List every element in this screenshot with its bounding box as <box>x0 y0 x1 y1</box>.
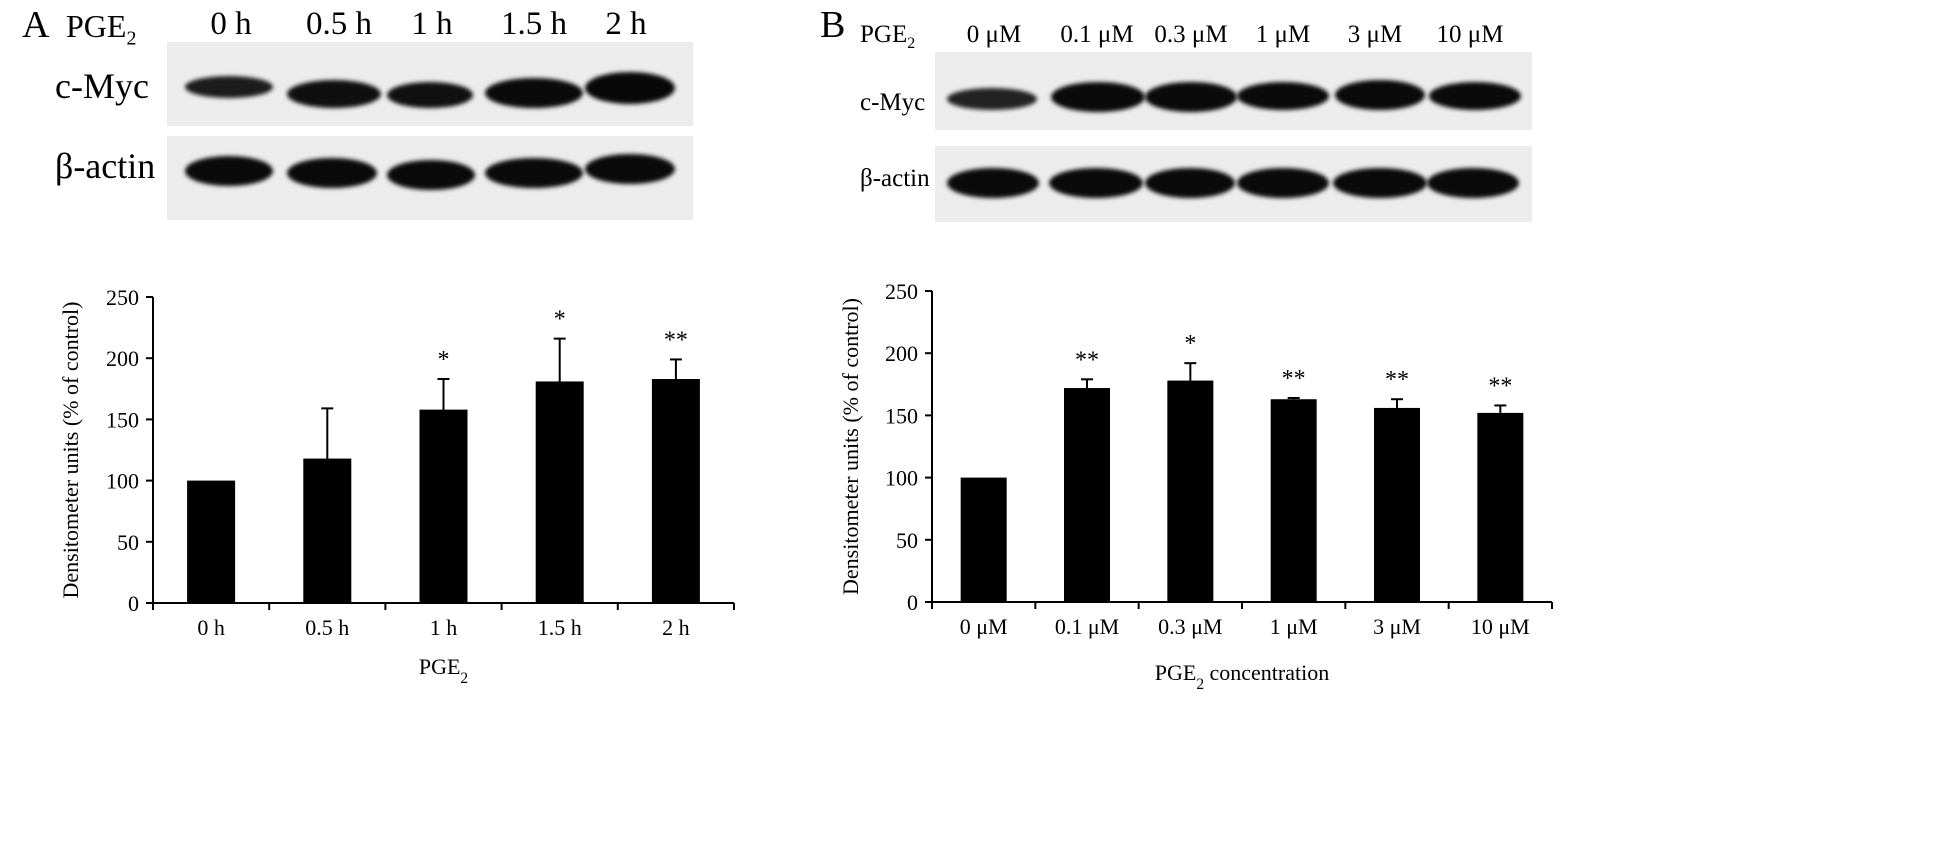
y-tick-label: 100 <box>885 466 918 491</box>
panel-b-lane-label: 3 μM <box>1347 21 1403 48</box>
significance-marker: * <box>1184 331 1196 357</box>
blot-band <box>1145 168 1235 198</box>
y-tick-label: 200 <box>885 341 918 366</box>
blot-band <box>485 78 583 108</box>
panel-b-bar-chart: 0 50 100 150 200 250 0 μM ** 0.1 μM * 0.3 μM ** 1 μM… <box>838 279 1553 693</box>
panel-b-lane-label: 10 μM <box>1436 21 1504 48</box>
panel-a-row-label-actin: β-actin <box>55 146 156 186</box>
significance-marker: * <box>554 307 566 333</box>
blot-band <box>287 80 381 108</box>
blot-band <box>585 154 675 184</box>
x-axis-title: PGE2 concentration <box>1155 660 1330 693</box>
panel-a-row-label-cmyc: c-Myc <box>55 66 149 106</box>
x-tick-label: 0.3 μM <box>1158 614 1222 639</box>
blot-band <box>387 82 473 108</box>
panel-a-lane-label: 0 h <box>210 6 252 42</box>
bar <box>1477 412 1524 602</box>
blot-band <box>585 72 675 104</box>
y-tick-label: 150 <box>106 407 139 432</box>
panel-a-lane-label: 1 h <box>411 6 453 42</box>
x-tick-label: 3 μM <box>1373 614 1421 639</box>
blot-band <box>1333 168 1427 198</box>
blot-band <box>1051 82 1145 112</box>
panel-b-row-label-cmyc: c-Myc <box>860 89 926 116</box>
blot-band <box>1049 168 1143 198</box>
bar <box>960 477 1007 602</box>
y-axis-title: Densitometer units (% of control) <box>838 298 863 595</box>
x-tick-label: 0 h <box>197 615 225 640</box>
panel-b-lane-label: 0.3 μM <box>1154 21 1228 48</box>
panel-b-letter: B <box>820 4 846 46</box>
bar <box>187 480 236 603</box>
y-tick-label: 250 <box>106 285 139 310</box>
panel-b-actin-blot <box>935 146 1532 222</box>
panel-b-row-label-actin: β-actin <box>860 165 930 192</box>
y-tick-label: 0 <box>907 590 918 615</box>
x-tick-label: 0.5 h <box>305 615 349 640</box>
panel-a-bar-chart: 0 50 100 150 200 250 0 h 0.5 h * 1 h * 1.5 h ** 2 h PG… <box>58 285 735 687</box>
blot-band <box>387 160 475 190</box>
y-tick-label: 50 <box>117 530 139 555</box>
blot-band <box>1237 168 1329 198</box>
panel-a-letter: A <box>22 4 50 46</box>
x-tick-label: 0.1 μM <box>1055 614 1119 639</box>
blot-band <box>1335 80 1425 110</box>
y-tick-label: 0 <box>128 591 139 616</box>
blot-band <box>1145 82 1237 112</box>
significance-marker: ** <box>1282 366 1306 392</box>
panel-a-lane-label: 0.5 h <box>306 6 372 42</box>
panel-b-lane-label: 0 μM <box>966 21 1022 48</box>
significance-marker: * <box>438 347 450 373</box>
significance-marker: ** <box>1488 373 1512 399</box>
bar <box>535 381 584 603</box>
significance-marker: ** <box>664 327 688 353</box>
significance-marker: ** <box>1385 367 1409 393</box>
panel-a-cmyc-blot <box>167 42 693 126</box>
blot-band <box>947 88 1037 110</box>
blot-band <box>1427 168 1519 198</box>
bar <box>303 458 352 603</box>
panel-b-treatment-label: PGE2 <box>860 21 916 52</box>
panel-a-actin-blot <box>167 136 693 220</box>
panel-b-cmyc-blot <box>935 52 1532 130</box>
x-tick-label: 2 h <box>662 615 690 640</box>
blot-band <box>947 168 1039 198</box>
significance-marker: ** <box>1075 347 1099 373</box>
bar <box>1167 380 1214 602</box>
y-tick-label: 200 <box>106 346 139 371</box>
blot-band <box>485 158 583 188</box>
blot-band <box>185 156 273 186</box>
bar <box>1374 407 1420 602</box>
panel-b-lane-label: 1 μM <box>1255 21 1311 48</box>
y-tick-label: 250 <box>885 279 918 304</box>
panel-a-lane-label: 1.5 h <box>501 6 567 42</box>
x-tick-label: 1 h <box>430 615 458 640</box>
x-axis-title: PGE2 <box>419 654 468 687</box>
blot-band <box>185 76 273 98</box>
x-tick-label: 1 μM <box>1270 614 1318 639</box>
blot-band <box>1429 82 1521 110</box>
panel-a-lane-label: 2 h <box>605 6 647 42</box>
blot-band <box>1237 82 1329 110</box>
y-axis-title: Densitometer units (% of control) <box>58 302 83 599</box>
panel-b-lane-label: 0.1 μM <box>1060 21 1134 48</box>
blot-band <box>287 158 377 188</box>
bar <box>651 379 700 603</box>
bar <box>419 409 468 603</box>
bar <box>1064 388 1110 602</box>
x-tick-label: 1.5 h <box>538 615 582 640</box>
panel-a-treatment-label: PGE2 <box>66 8 137 50</box>
y-tick-label: 50 <box>896 528 918 553</box>
x-tick-label: 10 μM <box>1471 614 1530 639</box>
x-tick-label: 0 μM <box>960 614 1008 639</box>
y-tick-label: 100 <box>106 469 139 494</box>
y-tick-label: 150 <box>885 403 918 428</box>
bar <box>1270 399 1317 602</box>
